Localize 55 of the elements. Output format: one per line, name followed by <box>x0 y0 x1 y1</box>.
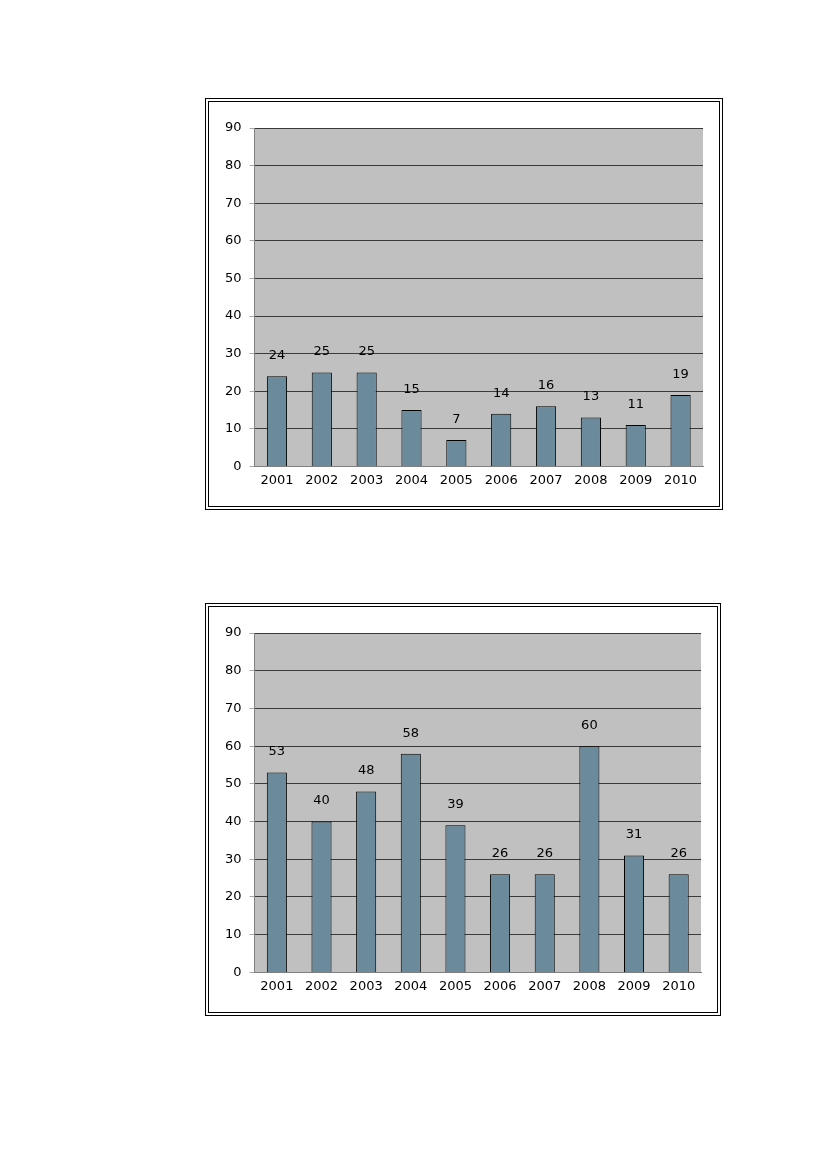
data-label: 53 <box>268 743 286 759</box>
data-label: 26 <box>536 845 554 861</box>
x-tick-label: 2006 <box>484 471 518 487</box>
y-tick-label: 90 <box>225 119 242 135</box>
x-tick-label: 2008 <box>572 977 606 993</box>
data-label: 26 <box>670 845 687 861</box>
y-tick-label: 60 <box>225 232 242 248</box>
x-tick-label: 2002 <box>305 471 339 487</box>
y-tick-label: 0 <box>233 963 242 979</box>
x-tick-label: 2007 <box>529 471 563 487</box>
y-tick-label: 80 <box>225 662 242 678</box>
x-tick-label: 2010 <box>662 977 696 993</box>
x-tick-label: 2005 <box>438 977 472 993</box>
y-tick-label: 40 <box>225 812 242 828</box>
x-tick-label: 2007 <box>528 977 562 993</box>
x-tick-label: 2001 <box>260 977 294 993</box>
y-tick-label: 30 <box>225 344 242 360</box>
x-tick-label: 2010 <box>664 471 698 487</box>
x-tick-label: 2006 <box>483 977 517 993</box>
y-tick-label: 80 <box>225 156 242 172</box>
data-label: 58 <box>402 724 420 740</box>
y-tick-label: 0 <box>233 457 242 473</box>
x-tick-label: 2009 <box>617 977 651 993</box>
y-tick-label: 40 <box>225 307 242 323</box>
y-tick-label: 50 <box>225 775 242 791</box>
y-tick-label: 90 <box>225 624 242 640</box>
data-label: 26 <box>491 845 509 861</box>
data-label: 16 <box>537 377 555 393</box>
y-tick-label: 70 <box>225 699 242 715</box>
y-tick-label: 20 <box>225 888 242 904</box>
data-label: 19 <box>672 365 689 381</box>
y-tick-label: 30 <box>225 850 242 866</box>
x-tick-label: 2003 <box>349 977 383 993</box>
y-tick-label: 60 <box>225 737 242 753</box>
data-label: 7 <box>452 410 461 426</box>
data-label: 11 <box>627 395 644 411</box>
data-label: 48 <box>357 762 375 778</box>
data-label: 39 <box>447 796 464 812</box>
y-tick-label: 70 <box>225 194 242 210</box>
data-label: 13 <box>582 388 600 404</box>
y-tick-label: 10 <box>225 420 242 436</box>
data-label: 60 <box>581 717 598 733</box>
x-tick-label: 2004 <box>394 471 429 487</box>
data-label: 40 <box>313 792 330 808</box>
y-tick-label: 20 <box>225 382 242 398</box>
data-label: 31 <box>625 826 643 842</box>
x-tick-label: 2001 <box>260 471 294 487</box>
x-tick-label: 2003 <box>350 471 384 487</box>
y-tick-label: 50 <box>225 269 242 285</box>
x-tick-label: 2009 <box>619 471 653 487</box>
x-tick-label: 2008 <box>574 471 608 487</box>
x-tick-label: 2002 <box>304 977 339 993</box>
y-tick-label: 10 <box>225 926 242 942</box>
x-tick-label: 2004 <box>394 977 428 993</box>
x-tick-label: 2005 <box>439 471 473 487</box>
